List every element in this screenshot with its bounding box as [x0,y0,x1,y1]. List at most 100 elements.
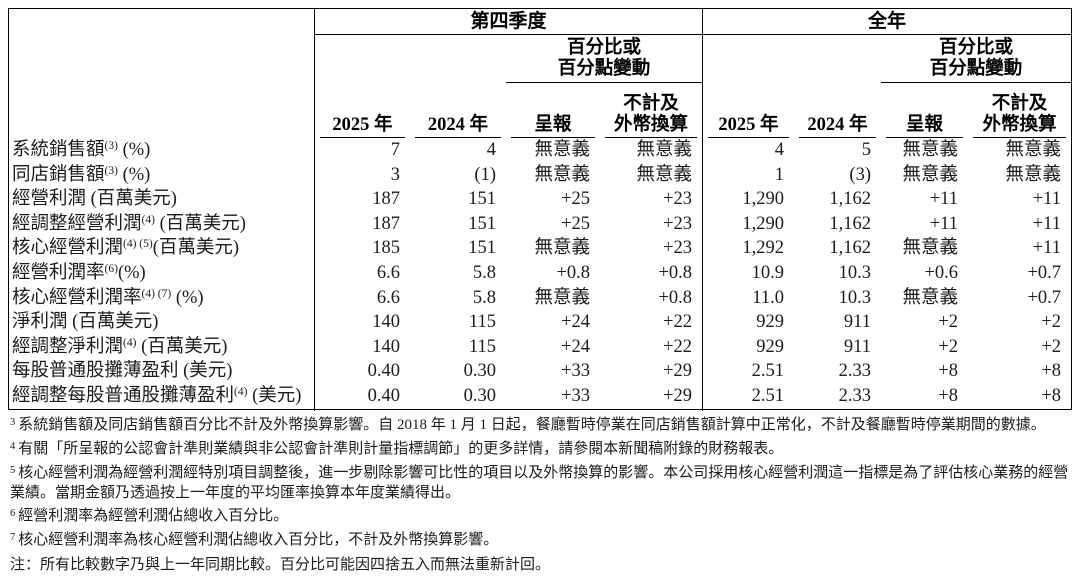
value-cell: 1,292 [702,236,794,263]
footnote-ref: (4) [123,336,137,349]
row-label-text: (%) [117,140,151,160]
label-column-spacer [9,9,314,35]
group-header-q4: 第四季度 [314,9,702,35]
value-cell: +2 [938,312,958,333]
value-cell: 187 [314,187,410,212]
value-cell: 無意義 [1005,140,1061,160]
footnote: 5 核心經營利潤為經營利潤經特別項目調整後，進一步剔除影響可比性的項目以及外幣換算… [10,464,1072,503]
value-cell: 5.8 [472,262,496,283]
column-header-2024-fullyear: 2024 年 [794,83,881,138]
column-header-reported-fullyear: 呈報 [881,83,968,138]
value-cell: 1,162 [829,213,871,234]
column-header-reported-q4: 呈報 [506,83,600,138]
footnote-marker: 6 [10,508,16,519]
value-cell: +2 [1041,336,1061,357]
value-cell: +8 [1041,385,1061,406]
row-label-text: 同店銷售額 [12,164,105,185]
value-cell: +33 [561,385,590,406]
value-cell: 3 [314,162,410,190]
value-cell: 151 [468,213,496,234]
row-label: 經營利潤 (百萬美元) [9,187,314,212]
row-label: 系統銷售額(3) (%) [9,138,314,165]
value-cell: 911 [843,336,871,357]
row-label-text: 經調整淨利潤 [12,336,124,357]
row-label-text: (%) [171,287,204,308]
value-cell: +11 [929,189,958,210]
row-label: 經調整每股普通股攤薄盈利(4) (美元) [9,384,314,411]
column-header-label: 不計及 [991,94,1048,114]
value-cell: +24 [561,312,590,333]
table-row: 經營利潤 (百萬美元) 187 151 +25 +23 1,290 1,162 +11 +11 [9,187,1071,212]
row-label: 同店銷售額(3) (%) [9,163,314,190]
value-cell: +23 [663,189,692,210]
column-header-label: 2024 年 [807,115,868,135]
row-label: 經調整經營利潤(4) (百萬美元) [9,212,314,239]
footnote-text: 經營利潤率為經營利潤佔總收入百分比。 [18,508,289,524]
value-cell: 6.6 [314,285,410,313]
value-cell: 無意義 [902,287,958,308]
footnote: 4 有關「所呈報的公認會計準則業績與非公認會計準則計量指標調節」的更多詳情，請參閱… [10,440,1072,460]
spacer-q4-years [314,35,506,83]
table-row: 經調整淨利潤(4) (百萬美元) 140 115 +24 +22 929 911 +2 +2 [9,334,1071,362]
table-body: 系統銷售額(3) (%) 7 4 無意義 無意義 4 5 無意義 無意義 同店銷售額(3) (%)… [9,138,1071,411]
column-header-2024-q4: 2024 年 [410,83,506,138]
value-cell: 5 [861,140,871,160]
row-label: 經調整淨利潤(4) (百萬美元) [9,335,314,362]
value-cell: 1,290 [702,211,794,239]
value-cell: 2.33 [838,385,871,406]
value-cell: +22 [663,312,692,333]
column-header-label: 外幣換算 [982,115,1057,135]
row-label-text: 每股普通股攤薄盈利 (美元) [12,361,233,382]
value-cell: +29 [663,361,692,382]
row-label-text: 核心經營利潤率 [12,287,142,308]
value-cell: +0.7 [1027,287,1061,308]
column-header-label: 2025 年 [718,115,779,135]
column-header-row: 2025 年 2024 年 呈報 不計及 外幣換算 2025 年 2024 年 … [9,83,1071,138]
value-cell: 0.30 [463,361,496,382]
footnote-marker: 3 [10,417,16,428]
value-cell: 1,162 [829,238,871,259]
value-cell: +24 [561,336,590,357]
value-cell: 115 [468,336,496,357]
value-cell: 2.51 [702,383,794,411]
row-label-text: (百萬美元) [152,238,240,259]
value-cell: +11 [1032,238,1061,259]
label-column-spacer [9,83,314,138]
value-cell: +2 [1041,312,1061,333]
value-cell: +22 [663,336,692,357]
value-cell: +25 [561,189,590,210]
value-cell: 2.33 [838,361,871,382]
column-header-label: 外幣換算 [613,115,688,135]
value-cell: (3) [849,164,871,185]
value-cell: 187 [314,211,410,239]
pct-change-header-q4: 百分比或 百分點變動 [506,35,702,83]
pct-change-header-row: 百分比或 百分點變動 百分比或 百分點變動 [9,35,1071,83]
group-header-row: 第四季度 全年 [9,9,1071,35]
column-header-2025-q4: 2025 年 [314,83,410,138]
value-cell: 無意義 [902,238,958,259]
table-row: 經調整經營利潤(4) (百萬美元) 187 151 +25 +23 1,290 1,162 +… [9,211,1071,239]
value-cell: +8 [938,385,958,406]
value-cell: 0.30 [463,385,496,406]
financial-results-table: 第四季度 全年 百分比或 百分點變動 百分比或 百分點變動 2025 年 202… [8,8,1072,411]
value-cell: +8 [1041,361,1061,382]
row-label: 每股普通股攤薄盈利 (美元) [9,359,314,384]
group-header-fullyear: 全年 [702,9,1071,35]
spacer-fy-years [702,35,881,83]
column-header-2025-fullyear: 2025 年 [702,83,794,138]
value-cell: 無意義 [636,140,692,160]
value-cell: 10.3 [838,287,871,308]
row-label-text: (美元) [247,385,302,406]
value-cell: 1 [702,162,794,190]
value-cell: +23 [663,238,692,259]
column-header-exclfx-q4: 不計及 外幣換算 [600,83,702,138]
value-cell: 無意義 [902,164,958,185]
pct-change-line1: 百分比或 [938,38,1013,58]
value-cell: 911 [843,312,871,333]
pct-change-line2: 百分點變動 [557,59,651,79]
value-cell: 151 [468,189,496,210]
footnotes: 3 系統銷售額及同店銷售額百分比不計及外幣換算影響。自 2018 年 1 月 1 … [10,416,1072,579]
row-label-text: 系統銷售額 [12,140,105,160]
value-cell: 0.40 [314,359,410,384]
footnote-ref: (6) [104,262,118,275]
